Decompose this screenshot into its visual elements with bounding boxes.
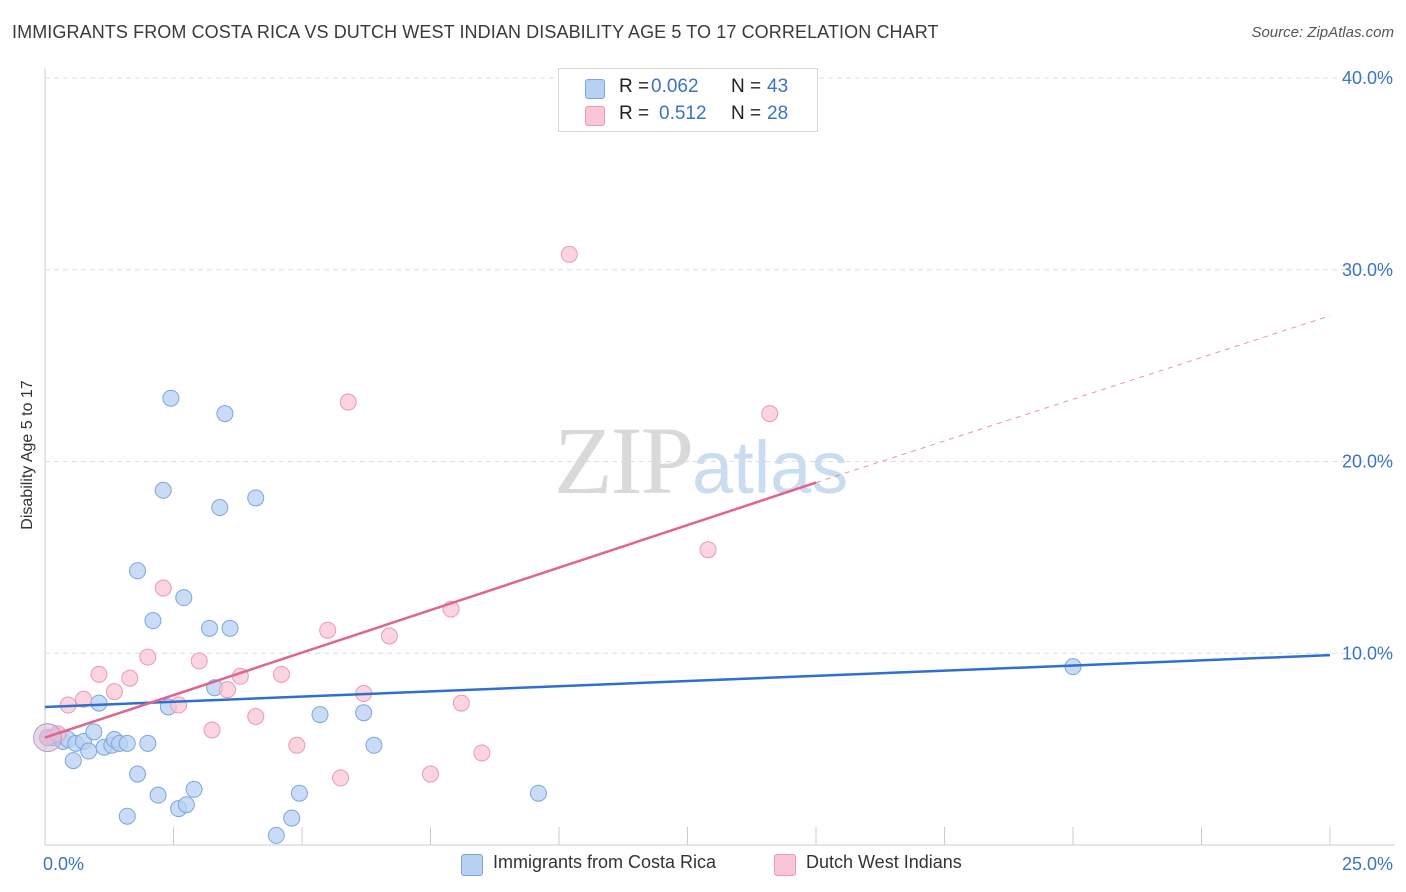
- costa-rica-point: [283, 809, 301, 827]
- legend-swatch-pink: [585, 106, 605, 126]
- costa-rica-point: [80, 742, 98, 760]
- dutch-west-indian-point: [247, 708, 265, 726]
- y-tick-label: 30.0%: [1342, 260, 1393, 280]
- series-legend: Immigrants from Costa Rica Dutch West In…: [0, 852, 1406, 876]
- legend-n-label: N =: [731, 76, 762, 97]
- costa-rica-point: [64, 752, 82, 770]
- dutch-west-indian-point: [452, 694, 470, 712]
- watermark: ZIPatlas: [554, 405, 848, 516]
- costa-rica-point: [149, 786, 167, 804]
- costa-rica-point: [85, 723, 103, 741]
- costa-rica-point: [144, 612, 162, 630]
- chart-title: IMMIGRANTS FROM COSTA RICA VS DUTCH WEST…: [12, 22, 939, 42]
- dutch-west-indian-point: [560, 245, 578, 263]
- dutch-west-indian-point: [319, 621, 337, 639]
- costa-rica-point: [267, 826, 285, 844]
- watermark-zip: ZIP: [554, 407, 694, 514]
- legend-r-value: 0.062: [651, 76, 699, 97]
- costa-rica-point: [129, 765, 147, 783]
- legend-n-value: 28: [767, 103, 789, 124]
- dutch-west-indian-point: [139, 648, 157, 666]
- y-tick-label: 40.0%: [1342, 68, 1393, 88]
- legend-r-label: R =: [619, 103, 650, 124]
- legend-r-value: 0.512: [659, 103, 707, 124]
- dutch-west-indian-point: [154, 579, 172, 597]
- y-tick-label: 20.0%: [1342, 452, 1393, 472]
- dutch-west-indian-point: [761, 405, 779, 423]
- dutch-west-indians-trendline-extension: [815, 315, 1331, 484]
- costa-rica-point: [175, 589, 193, 607]
- dutch-west-indian-point: [288, 736, 306, 754]
- watermark-atlas: atlas: [692, 426, 849, 509]
- correlation-legend: R = 0.062 N = 43 R = 0.512 N = 28: [558, 68, 818, 132]
- costa-rica-point: [154, 481, 172, 499]
- costa-rica-point: [139, 734, 157, 752]
- costa-rica-point: [311, 706, 329, 724]
- dutch-west-indian-point: [339, 393, 357, 411]
- series-legend-label: Immigrants from Costa Rica: [493, 852, 717, 872]
- legend-swatch-blue: [585, 79, 605, 99]
- series-legend-label: Dutch West Indians: [806, 852, 962, 872]
- legend-n-label: N =: [731, 103, 762, 124]
- source-label: Source: ZipAtlas.com: [1251, 24, 1394, 41]
- costa-rica-point: [290, 784, 308, 802]
- costa-rica-point: [90, 694, 108, 712]
- costa-rica-point: [211, 499, 229, 517]
- legend-r-label: R =: [619, 76, 650, 97]
- y-tick-label: 10.0%: [1342, 643, 1393, 663]
- costa-rica-point: [177, 796, 195, 814]
- dutch-west-indian-point: [190, 652, 208, 670]
- dutch-west-indian-point: [473, 744, 491, 762]
- legend-n-value: 43: [767, 76, 789, 97]
- costa-rica-point: [247, 489, 265, 507]
- series-costa-rica: [39, 389, 1082, 844]
- costa-rica-point: [162, 389, 180, 407]
- costa-rica-trendline: [44, 653, 1331, 709]
- dutch-west-indian-point: [105, 683, 123, 701]
- x-tick-label: 25.0%: [1342, 854, 1393, 874]
- series-dutch-west-indians: [39, 245, 779, 787]
- costa-rica-point: [355, 704, 373, 722]
- costa-rica-point: [200, 619, 218, 637]
- costa-rica-point: [118, 807, 136, 825]
- dutch-west-indian-point: [272, 665, 290, 683]
- costa-rica-point: [118, 734, 136, 752]
- dutch-west-indian-point: [332, 769, 350, 787]
- dutch-west-indian-point: [699, 541, 717, 559]
- series-swatch-pink: [774, 854, 796, 876]
- series-swatch-blue: [461, 854, 483, 876]
- dutch-west-indian-point: [170, 696, 188, 714]
- dutch-west-indian-point: [121, 669, 139, 687]
- costa-rica-point: [129, 562, 147, 580]
- costa-rica-point: [216, 405, 234, 423]
- costa-rica-point: [529, 784, 547, 802]
- costa-rica-point: [185, 780, 203, 798]
- dutch-west-indian-point: [380, 627, 398, 645]
- dutch-west-indian-point: [75, 690, 93, 708]
- dutch-west-indian-point: [422, 765, 439, 783]
- costa-rica-point: [365, 736, 383, 754]
- x-tick-label: 0.0%: [43, 854, 84, 874]
- dutch-west-indian-point: [218, 681, 236, 699]
- dutch-west-indian-point: [90, 665, 108, 683]
- dutch-west-indian-point: [203, 721, 221, 739]
- costa-rica-point: [221, 619, 239, 637]
- dutch-west-indians-trendline: [44, 481, 817, 739]
